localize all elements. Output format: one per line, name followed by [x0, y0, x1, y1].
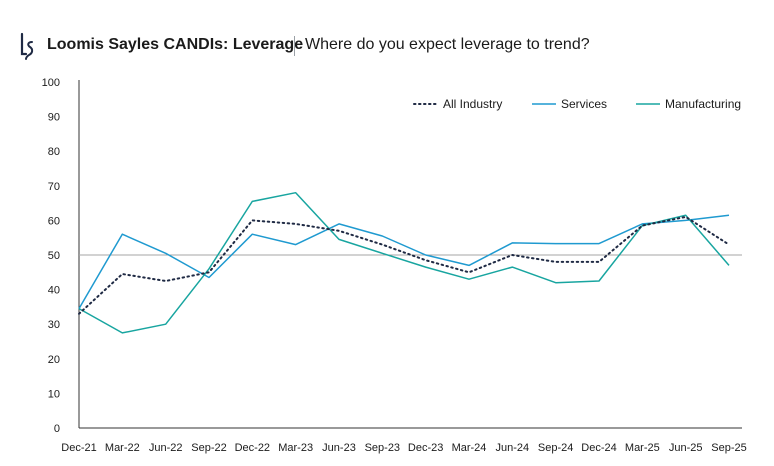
y-tick-label: 80 [48, 146, 60, 158]
title-divider [294, 36, 295, 56]
series-line-services [78, 214, 730, 309]
x-tick-label: Mar-22 [105, 442, 140, 454]
x-tick-label: Jun-22 [149, 442, 183, 454]
x-tick-label: Sep-23 [365, 442, 400, 454]
series-lines [78, 191, 730, 334]
x-tick-label: Dec-24 [581, 442, 616, 454]
legend-label: Services [561, 97, 607, 111]
x-tick-label: Mar-23 [278, 442, 313, 454]
x-tick-label: Jun-24 [496, 442, 530, 454]
x-tick-label: Dec-21 [61, 442, 96, 454]
y-tick-label: 60 [48, 215, 60, 227]
x-tick-label: Sep-24 [538, 442, 573, 454]
series-line-all-industry [78, 215, 730, 315]
y-tick-label: 70 [48, 181, 60, 193]
legend-label: Manufacturing [665, 97, 741, 111]
y-tick-label: 90 [48, 112, 60, 124]
y-tick-label: 50 [48, 250, 60, 262]
y-tick-label: 30 [48, 319, 60, 331]
x-tick-label: Mar-24 [452, 442, 487, 454]
ls-monogram-icon [20, 32, 34, 60]
line-chart: 0 10 20 30 40 50 60 70 80 90 100 Dec-21 Mar-22 Jun-2… [42, 77, 747, 454]
y-tick-label: 40 [48, 285, 60, 297]
y-tick-label: 20 [48, 354, 60, 366]
x-tick-label: Sep-25 [711, 442, 746, 454]
x-tick-label: Dec-23 [408, 442, 443, 454]
x-tick-label: Dec-22 [235, 442, 270, 454]
chart-title: Loomis Sayles CANDIs: Leverage [47, 36, 304, 53]
x-tick-label: Mar-25 [625, 442, 660, 454]
x-axis-ticks: Dec-21 Mar-22 Jun-22 Sep-22 Dec-22 Mar-23 Jun-… [61, 442, 746, 454]
legend-label: All Industry [443, 97, 502, 111]
y-axis-ticks: 0 10 20 30 40 50 60 70 80 90 100 [42, 77, 60, 435]
chart-subtitle: Where do you expect leverage to trend? [305, 36, 590, 53]
y-tick-label: 100 [42, 77, 60, 89]
series-line-manufacturing [78, 191, 730, 334]
x-tick-label: Sep-22 [191, 442, 226, 454]
y-tick-label: 10 [48, 388, 60, 400]
x-tick-label: Jun-23 [322, 442, 356, 454]
header: Loomis Sayles CANDIs: Leverage Where do … [0, 0, 774, 62]
legend: All Industry Services Manufacturing [413, 97, 741, 111]
x-tick-label: Jun-25 [669, 442, 703, 454]
y-tick-label: 0 [54, 423, 60, 435]
